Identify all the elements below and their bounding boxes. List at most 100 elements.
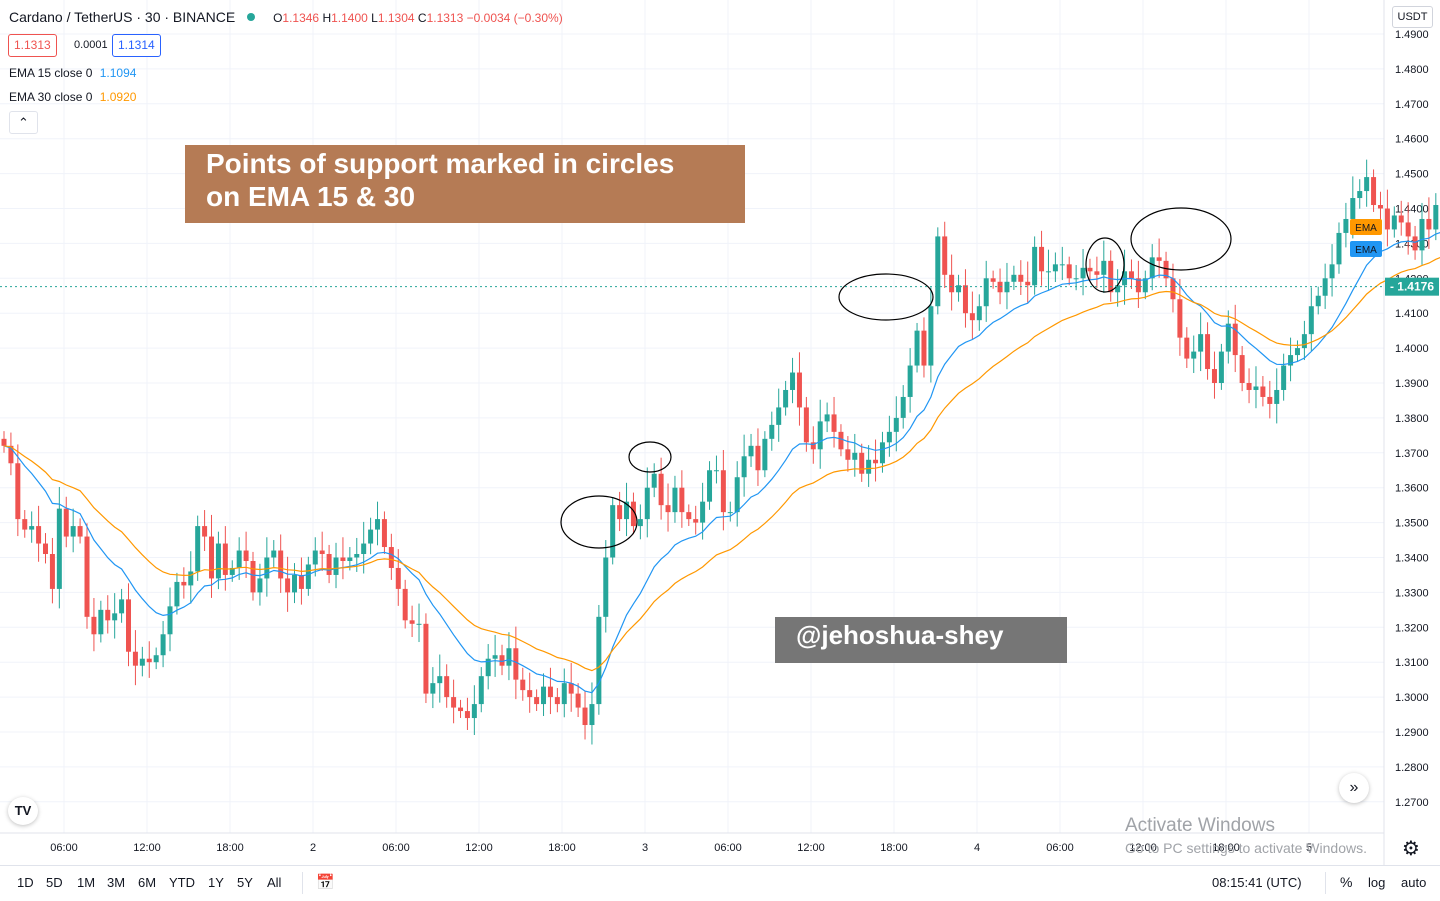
gear-icon[interactable]: ⚙ <box>1402 838 1420 860</box>
candle-body <box>1052 264 1058 272</box>
candle-body <box>70 526 76 537</box>
candle-body <box>77 526 83 537</box>
candle-body <box>492 655 498 659</box>
candle-body <box>1260 386 1266 397</box>
candle-body <box>672 487 678 513</box>
candle-body <box>942 236 948 275</box>
ema15-legend[interactable]: EMA 15 close 0 1.1094 <box>9 66 136 80</box>
range-ytd[interactable]: YTD <box>169 875 195 890</box>
candle-body <box>146 658 152 663</box>
candle-body <box>464 711 470 719</box>
candle-body <box>707 470 713 502</box>
range-1d[interactable]: 1D <box>17 875 34 890</box>
candle-body <box>852 452 858 460</box>
candle-body <box>990 278 996 282</box>
price-tick-label: 1.2700 <box>1395 797 1429 809</box>
candle-body <box>810 442 816 450</box>
candle-body <box>658 473 664 506</box>
candle-body <box>437 676 443 684</box>
candle-body <box>1066 264 1072 279</box>
price-tick-label: 1.4000 <box>1395 343 1429 355</box>
annotation-line-1: Points of support marked in circles <box>206 148 675 179</box>
candle-body <box>84 536 90 617</box>
candle-body <box>949 274 955 293</box>
collapse-legend-button[interactable]: ⌃ <box>9 111 38 134</box>
price-chart[interactable]: 1.49001.48001.47001.46001.45001.44001.43… <box>0 0 1440 865</box>
candle-body <box>1149 257 1155 279</box>
price-tick-label: 1.3300 <box>1395 587 1429 599</box>
currency-button[interactable]: USDT <box>1392 6 1433 28</box>
author-watermark: @jehoshua-shey <box>775 617 1067 663</box>
candle-body <box>1101 260 1107 275</box>
tradingview-logo-icon[interactable]: TV <box>8 797 38 825</box>
candle-body <box>56 508 62 589</box>
candle-body <box>1156 257 1162 261</box>
candle-body <box>969 313 975 321</box>
candle-body <box>1253 386 1259 390</box>
symbol-title[interactable]: Cardano / TetherUS · 30 · BINANCE <box>9 9 236 25</box>
candle-body <box>734 477 740 513</box>
spread-value: 0.0001 <box>69 35 113 56</box>
auto-scale-button[interactable]: auto <box>1401 875 1427 890</box>
candle-body <box>831 414 837 432</box>
ohlc-change: −0.0034 (−0.30%) <box>466 11 563 25</box>
range-3m[interactable]: 3M <box>107 875 126 890</box>
candle-body <box>541 686 547 705</box>
candle-body <box>1184 337 1190 359</box>
ohlc-close: 1.1313 <box>426 11 464 25</box>
symbol-legend: Cardano / TetherUS · 30 · BINANCE O1.134… <box>9 9 563 25</box>
range-all[interactable]: All <box>267 875 282 890</box>
range-1y[interactable]: 1Y <box>208 875 224 890</box>
candle-body <box>1246 383 1252 390</box>
candle-body <box>1232 323 1238 356</box>
candle-body <box>209 536 215 579</box>
candle-body <box>796 372 802 408</box>
candle-body <box>956 285 962 293</box>
candle-body <box>174 581 180 607</box>
candle-body <box>1018 274 1024 282</box>
ohlc-low: 1.1304 <box>377 11 415 25</box>
candle-body <box>1239 355 1245 383</box>
last-price-badge <box>1385 277 1439 296</box>
candle-body <box>921 330 927 366</box>
candle-body <box>347 557 353 561</box>
candle-body <box>444 676 450 698</box>
range-6m[interactable]: 6M <box>138 875 157 890</box>
candle-body <box>928 306 934 366</box>
utc-clock[interactable]: 08:15:41 (UTC) <box>1212 875 1302 890</box>
calendar-icon[interactable]: 📅 <box>316 874 335 891</box>
ohlc-high: 1.1400 <box>331 11 368 25</box>
candle-body <box>624 501 630 520</box>
candle-body <box>790 372 796 390</box>
buy-price-button[interactable]: 1.1314 <box>112 34 161 57</box>
ema30-legend[interactable]: EMA 30 close 0 1.0920 <box>9 90 136 104</box>
range-5d[interactable]: 5D <box>46 875 63 890</box>
sell-price-button[interactable]: 1.1313 <box>8 34 57 57</box>
candle-body <box>630 501 636 527</box>
candle-body <box>783 389 789 408</box>
support-circle <box>1085 237 1125 293</box>
candle-body <box>520 679 526 691</box>
candle-body <box>1032 246 1038 286</box>
candle-body <box>416 623 422 625</box>
price-tick-label: 1.3500 <box>1395 518 1429 530</box>
candle-body <box>547 686 553 698</box>
candle-body <box>1108 260 1114 293</box>
scroll-to-realtime-button[interactable]: » <box>1339 773 1369 803</box>
price-tick-label: 1.4900 <box>1395 29 1429 41</box>
candle-body <box>423 623 429 694</box>
range-1m[interactable]: 1M <box>77 875 96 890</box>
candle-body <box>126 599 132 652</box>
candle-body <box>119 599 125 614</box>
ohlc-values: O1.1346 H1.1400 L1.1304 C1.1313 −0.0034 … <box>273 11 563 25</box>
range-5y[interactable]: 5Y <box>237 875 253 890</box>
candle-body <box>1281 365 1287 390</box>
candle-body <box>132 651 138 666</box>
candle-body <box>686 512 692 520</box>
percent-scale-button[interactable]: % <box>1340 874 1353 890</box>
candle-body <box>298 574 304 589</box>
candle-body <box>333 557 339 575</box>
log-scale-button[interactable]: log <box>1368 875 1386 890</box>
candle-body <box>1301 334 1307 349</box>
price-tick-label: 1.4500 <box>1395 169 1429 181</box>
